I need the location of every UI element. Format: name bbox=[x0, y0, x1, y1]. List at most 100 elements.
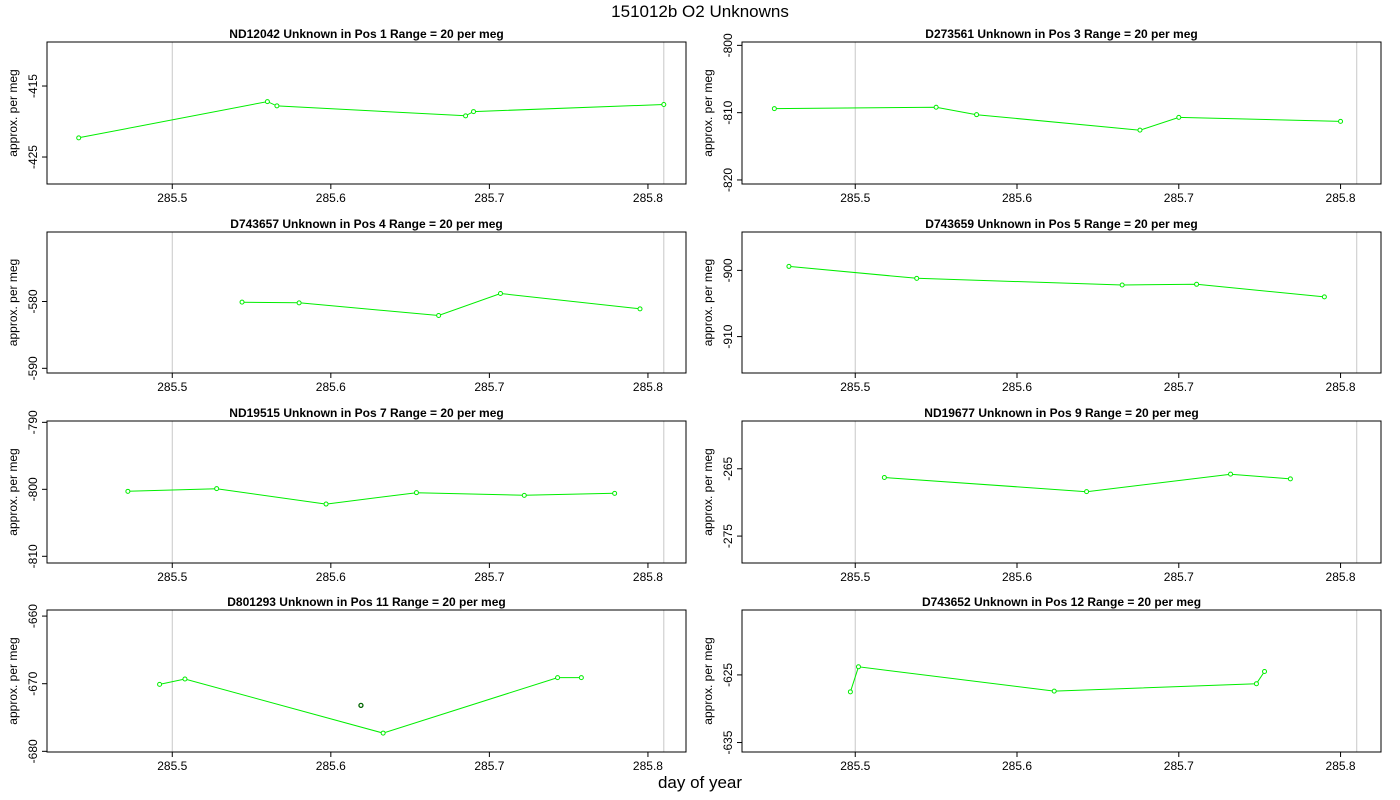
series-line bbox=[241, 292, 641, 317]
x-tick-label: 285.8 bbox=[633, 570, 663, 584]
x-tick-label: 285.7 bbox=[474, 191, 504, 205]
x-tick-label: 285.6 bbox=[1002, 191, 1032, 205]
y-tick-label: -415 bbox=[26, 74, 40, 98]
data-point bbox=[771, 106, 777, 112]
data-point bbox=[974, 112, 980, 118]
data-point bbox=[555, 675, 561, 681]
y-tick-label: -425 bbox=[26, 145, 40, 169]
x-tick-label: 285.8 bbox=[1326, 570, 1356, 584]
panel-title: D801293 Unknown in Pos 11 Range = 20 per… bbox=[227, 595, 505, 609]
data-point bbox=[471, 109, 477, 115]
x-tick-label: 285.6 bbox=[1002, 380, 1032, 394]
x-tick-label: 285.8 bbox=[1326, 380, 1356, 394]
panel-6: ND19677 Unknown in Pos 9 Range = 20 per … bbox=[701, 406, 1382, 584]
series-line bbox=[159, 677, 582, 734]
plot-frame bbox=[46, 420, 687, 564]
data-point bbox=[274, 103, 280, 109]
data-point bbox=[1194, 281, 1200, 287]
x-tick-label: 285.5 bbox=[840, 759, 870, 773]
data-point bbox=[881, 475, 887, 481]
data-point bbox=[521, 492, 527, 498]
data-point bbox=[855, 664, 861, 670]
x-tick-label: 285.7 bbox=[1164, 191, 1194, 205]
series-line bbox=[884, 473, 1291, 493]
x-tick-label: 285.7 bbox=[474, 759, 504, 773]
x-tick-label: 285.5 bbox=[840, 380, 870, 394]
x-tick-label: 285.6 bbox=[1002, 759, 1032, 773]
y-axis-label: approx. per meg bbox=[701, 448, 715, 535]
series-line bbox=[78, 101, 664, 139]
x-tick-label: 285.5 bbox=[840, 191, 870, 205]
x-tick-label: 285.6 bbox=[316, 380, 346, 394]
data-point bbox=[1253, 681, 1259, 687]
series-line bbox=[127, 488, 615, 505]
data-point bbox=[847, 689, 853, 695]
data-point bbox=[914, 275, 920, 281]
data-point bbox=[1119, 282, 1125, 288]
data-point bbox=[1228, 471, 1234, 477]
plot-frame bbox=[46, 41, 687, 185]
data-point bbox=[239, 299, 245, 305]
x-tick-label: 285.8 bbox=[633, 191, 663, 205]
plot-frame bbox=[741, 420, 1382, 564]
series-line bbox=[849, 666, 1265, 692]
plot-frame bbox=[46, 609, 687, 753]
data-point bbox=[323, 501, 329, 507]
data-point bbox=[125, 488, 131, 494]
data-point bbox=[1137, 127, 1143, 133]
panel-title: D273561 Unknown in Pos 3 Range = 20 per … bbox=[925, 27, 1197, 41]
panel-title: D743657 Unknown in Pos 4 Range = 20 per … bbox=[230, 217, 502, 231]
x-axis-title: day of year bbox=[657, 773, 743, 792]
y-axis-label: approx. per meg bbox=[6, 259, 20, 346]
panel-title: D743652 Unknown in Pos 12 Range = 20 per… bbox=[922, 595, 1201, 609]
y-tick-label: -680 bbox=[26, 739, 40, 763]
data-point bbox=[463, 113, 469, 119]
data-point bbox=[1262, 669, 1268, 675]
data-point bbox=[578, 675, 584, 681]
panel-7: D801293 Unknown in Pos 11 Range = 20 per… bbox=[6, 595, 687, 773]
outlier-point bbox=[358, 702, 364, 708]
panel-title: ND12042 Unknown in Pos 1 Range = 20 per … bbox=[229, 27, 503, 41]
x-tick-label: 285.7 bbox=[1164, 759, 1194, 773]
data-point bbox=[497, 290, 503, 296]
y-tick-label: -800 bbox=[26, 477, 40, 501]
y-tick-label: -275 bbox=[721, 524, 735, 548]
panel-3: D743657 Unknown in Pos 4 Range = 20 per … bbox=[6, 217, 687, 394]
x-tick-label: 285.7 bbox=[474, 570, 504, 584]
x-tick-label: 285.6 bbox=[316, 191, 346, 205]
data-point bbox=[786, 263, 792, 269]
data-point bbox=[933, 104, 939, 110]
y-tick-label: -625 bbox=[721, 663, 735, 687]
y-axis-label: approx. per meg bbox=[701, 69, 715, 156]
x-tick-label: 285.5 bbox=[840, 570, 870, 584]
y-axis-label: approx. per meg bbox=[6, 448, 20, 535]
x-tick-label: 285.5 bbox=[157, 191, 187, 205]
data-point bbox=[296, 300, 302, 306]
panel-5: ND19515 Unknown in Pos 7 Range = 20 per … bbox=[6, 406, 687, 584]
data-point bbox=[214, 486, 220, 492]
y-tick-label: -580 bbox=[26, 289, 40, 313]
panel-title: D743659 Unknown in Pos 5 Range = 20 per … bbox=[925, 217, 1197, 231]
y-tick-label: -265 bbox=[721, 456, 735, 480]
y-tick-label: -790 bbox=[26, 410, 40, 434]
x-tick-label: 285.8 bbox=[633, 380, 663, 394]
panel-1: ND12042 Unknown in Pos 1 Range = 20 per … bbox=[6, 27, 687, 205]
data-point bbox=[1321, 294, 1327, 300]
data-point bbox=[182, 676, 188, 682]
x-tick-label: 285.8 bbox=[1326, 759, 1356, 773]
y-tick-label: -590 bbox=[26, 356, 40, 380]
y-tick-label: -910 bbox=[721, 324, 735, 348]
y-tick-label: -810 bbox=[26, 544, 40, 568]
x-tick-label: 285.5 bbox=[157, 759, 187, 773]
x-tick-label: 285.6 bbox=[1002, 570, 1032, 584]
y-axis-label: approx. per meg bbox=[701, 637, 715, 724]
data-point bbox=[264, 99, 270, 105]
x-tick-label: 285.5 bbox=[157, 570, 187, 584]
data-point bbox=[380, 730, 386, 736]
y-tick-label: -660 bbox=[26, 604, 40, 628]
data-point bbox=[76, 135, 82, 141]
x-tick-label: 285.5 bbox=[157, 380, 187, 394]
x-tick-label: 285.6 bbox=[316, 570, 346, 584]
plot-frame bbox=[741, 231, 1382, 374]
data-point bbox=[612, 490, 618, 496]
